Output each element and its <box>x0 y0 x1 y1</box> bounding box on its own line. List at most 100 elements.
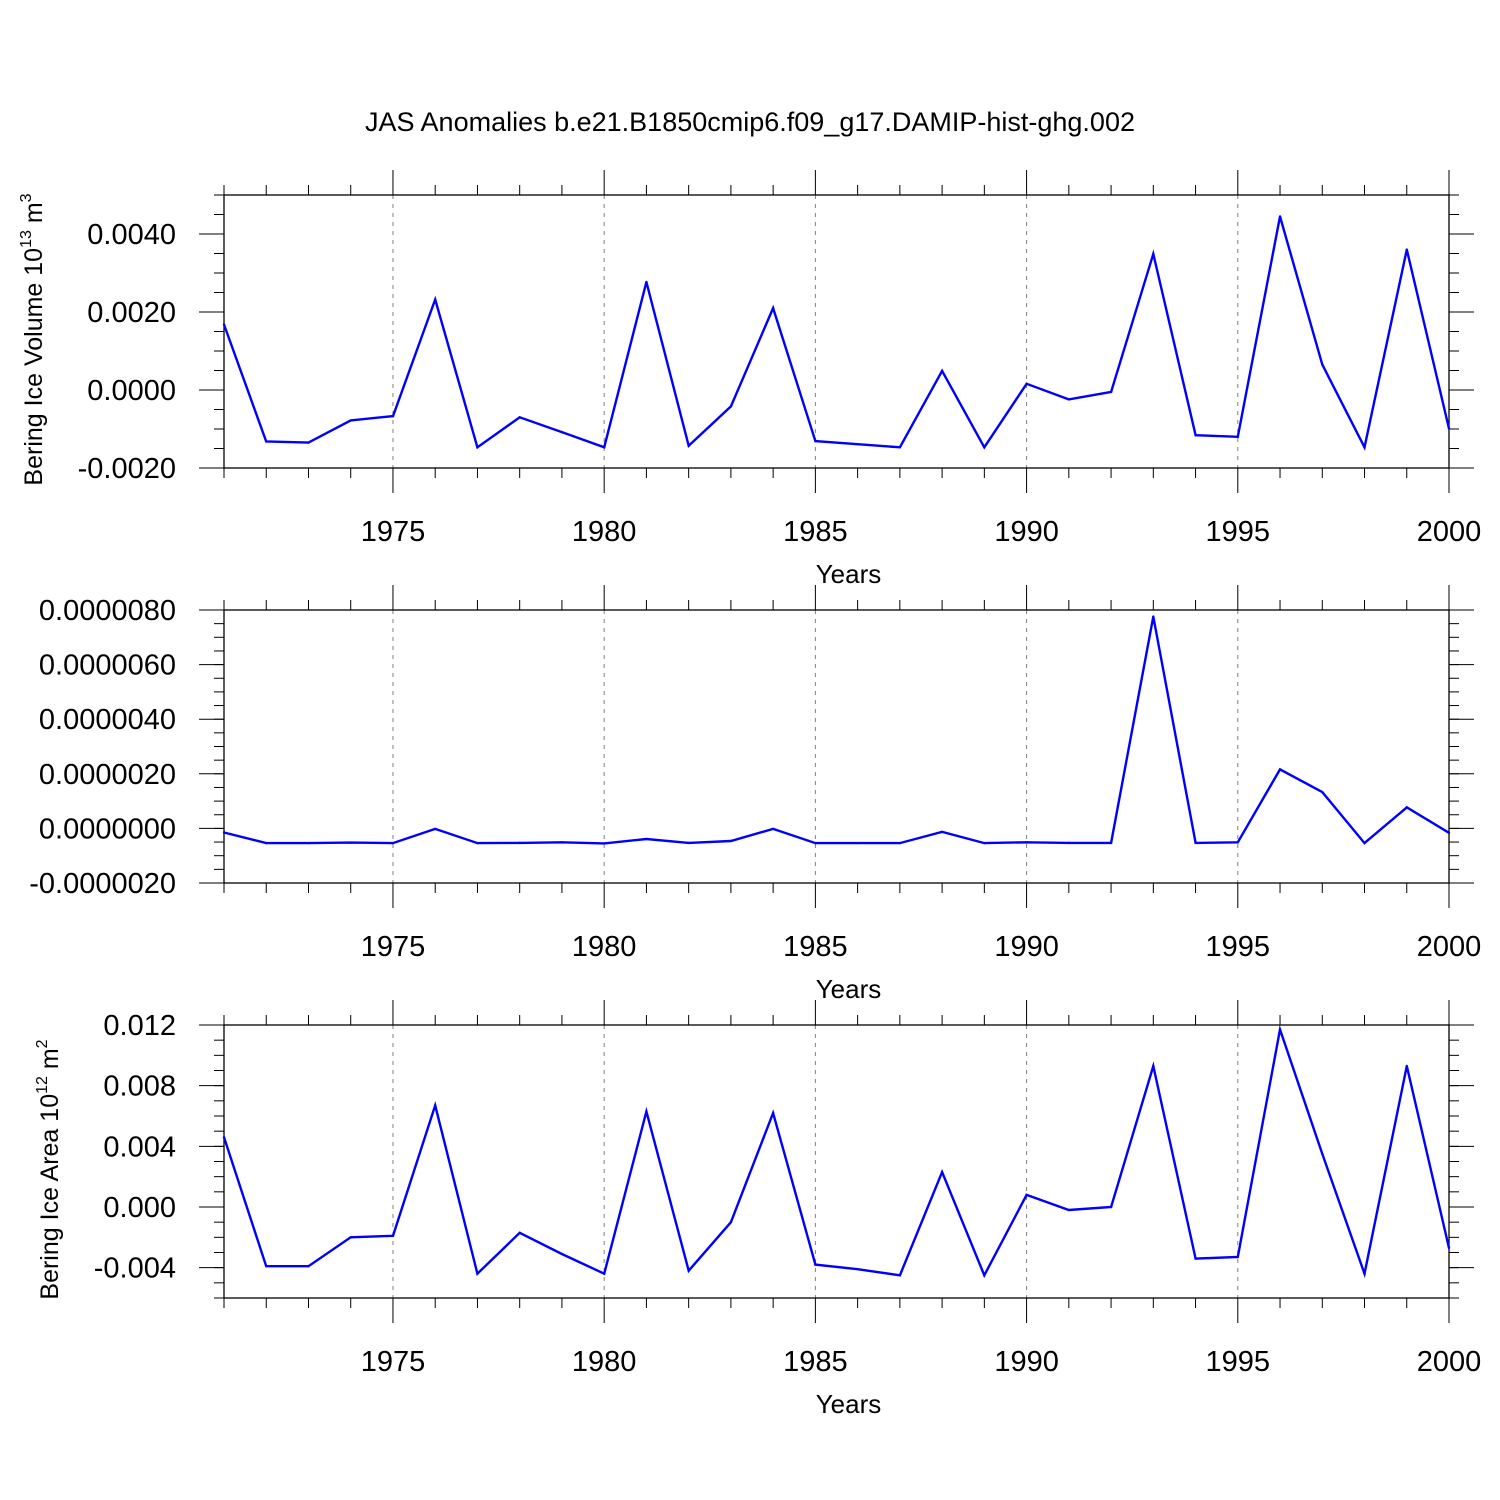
data-point <box>1321 1152 1324 1156</box>
data-point <box>814 1263 817 1266</box>
x-tick-label: 1980 <box>572 516 637 548</box>
data-point <box>1152 1064 1155 1068</box>
x-tick-label: 1980 <box>572 931 637 963</box>
data-point <box>1363 446 1366 449</box>
data-point <box>602 446 606 449</box>
x-tick-label: 1985 <box>783 516 848 548</box>
data-point <box>1194 1257 1197 1260</box>
plot-frame <box>223 1024 1450 1299</box>
data-point <box>560 430 564 434</box>
y-tick-label: -0.0020 <box>78 453 176 485</box>
data-point <box>265 841 268 845</box>
x-tick-label: 2000 <box>1417 516 1482 548</box>
data-point <box>307 441 310 444</box>
x-tick-label: 1990 <box>994 516 1059 548</box>
y-tick-label: 0.0020 <box>87 297 176 329</box>
x-tick-label: 1995 <box>1206 516 1271 548</box>
figure-title: JAS Anomalies b.e21.B1850cmip6.f09_g17.D… <box>365 107 1135 137</box>
x-tick-label: 1975 <box>361 931 426 963</box>
x-tick-label: 1990 <box>994 1346 1059 1378</box>
data-point <box>307 841 310 845</box>
data-point <box>391 414 395 418</box>
data-point <box>1278 215 1282 218</box>
x-tick-label: 1975 <box>361 1346 426 1378</box>
y-axis-label-exponent: 12 <box>34 1076 51 1094</box>
data-point <box>1152 252 1155 256</box>
y-axis-label-unit-exponent: 2 <box>34 1039 51 1048</box>
x-tick-label: 1990 <box>994 931 1059 963</box>
data-point <box>729 839 733 843</box>
data-point <box>1447 1246 1451 1250</box>
y-axis-label-unit-exponent: 3 <box>18 193 35 202</box>
y-tick-label: 0.004 <box>103 1131 176 1163</box>
y-tick-label: 0.0000040 <box>39 704 176 736</box>
y-axis-label-unit: m <box>20 202 48 230</box>
series-line <box>222 216 1451 451</box>
y-axis-label-text: Bering Ice Volume 10 <box>20 248 48 486</box>
data-point <box>1109 390 1113 394</box>
x-tick-label: 1985 <box>783 931 848 963</box>
data-point <box>1321 790 1324 794</box>
data-point <box>1067 841 1071 845</box>
data-point <box>687 841 690 845</box>
panel-2: -0.0000020 0.0000000 0.0000020 0.0000040 0.0… <box>29 585 1481 1004</box>
data-point <box>771 306 775 310</box>
y-axis-label-exponent: 13 <box>18 230 35 248</box>
data-point <box>1194 841 1197 845</box>
series-line <box>222 1024 1451 1279</box>
y-axis-label: Bering Ice Area 1012 m2 <box>34 1039 64 1299</box>
data-point <box>476 1272 479 1275</box>
x-tick-label: 1975 <box>361 516 426 548</box>
panels: -0.0020 0.0000 0.0020 0.0040 1975 1980 1985 199… <box>18 170 1481 1419</box>
data-point <box>856 443 859 446</box>
data-point <box>265 440 268 443</box>
x-tick-label: 2000 <box>1417 931 1482 963</box>
y-tick-label: 0.0000020 <box>39 759 176 791</box>
data-point <box>1236 1255 1239 1259</box>
y-tick-label: 0.0000000 <box>39 813 176 845</box>
x-tick-label: 2000 <box>1417 1346 1482 1378</box>
data-point <box>1236 841 1239 844</box>
y-tick-label: 0.000 <box>103 1192 176 1224</box>
data-point <box>771 827 775 831</box>
data-point <box>1405 806 1408 809</box>
data-point <box>1067 1208 1071 1212</box>
data-point <box>518 841 521 845</box>
data-point <box>1363 1272 1366 1275</box>
data-point <box>560 841 564 844</box>
data-point <box>1447 427 1451 430</box>
y-axis-label-unit: m <box>36 1048 64 1076</box>
x-tick-label: 1980 <box>572 1346 637 1378</box>
data-point <box>983 1274 986 1277</box>
data-point <box>349 841 352 844</box>
x-tick-label: 1995 <box>1206 931 1271 963</box>
data-point <box>983 841 986 845</box>
y-axis-label-text: Bering Ice Area 10 <box>36 1094 64 1300</box>
y-tick-label: -0.0000020 <box>29 868 176 900</box>
data-point <box>1109 1205 1113 1209</box>
data-point <box>434 1104 437 1107</box>
data-point <box>729 405 733 408</box>
x-axis-label: Years <box>816 1389 882 1419</box>
data-point <box>1194 434 1197 437</box>
data-point <box>814 841 817 845</box>
data-point <box>1025 1193 1028 1197</box>
data-point <box>391 841 395 845</box>
data-point <box>856 841 859 845</box>
data-point <box>687 444 690 447</box>
panel-1: -0.0020 0.0000 0.0020 0.0040 1975 1980 1985 199… <box>18 170 1481 589</box>
data-point <box>434 827 437 831</box>
data-point <box>434 298 437 301</box>
y-tick-label: 0.012 <box>103 1010 176 1042</box>
data-point <box>222 323 226 326</box>
y-tick-label: 0.0000 <box>87 375 176 407</box>
data-point <box>645 280 648 284</box>
y-tick-label: 0.0000060 <box>39 650 176 682</box>
x-tick-label: 1995 <box>1206 1346 1271 1378</box>
plot-frame <box>223 194 1450 469</box>
data-point <box>1278 768 1282 771</box>
series-line <box>223 616 1450 845</box>
data-point <box>1447 831 1451 834</box>
data-point <box>602 1272 606 1275</box>
data-point <box>1405 1064 1408 1068</box>
